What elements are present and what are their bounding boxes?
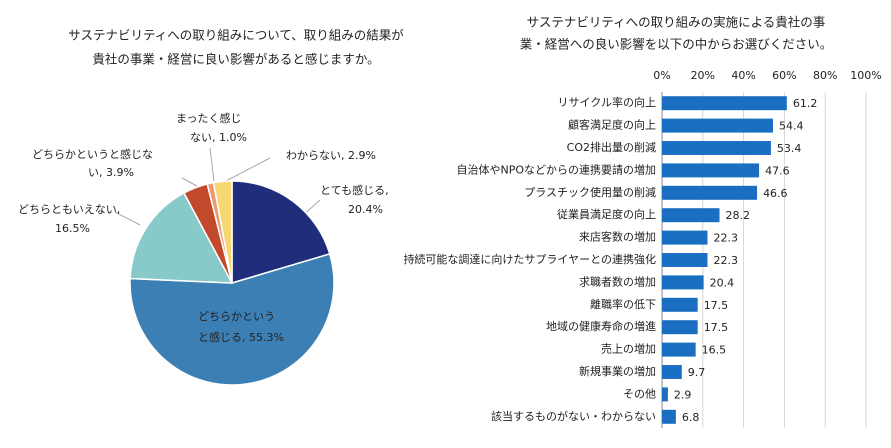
y-tick-label: CO2排出量の削減 — [567, 140, 656, 154]
y-tick-label: 新規事業の増加 — [579, 364, 656, 378]
y-tick-label: リサイクル率の向上 — [558, 95, 656, 109]
y-tick-label: 自治体やNPOなどからの連携要請の増加 — [456, 162, 656, 176]
x-tick-label: 0% — [653, 69, 670, 82]
y-tick-label: 求職者数の増加 — [579, 275, 656, 288]
bar — [662, 365, 682, 379]
y-tick-label: 持続可能な調達に向けたサプライヤーとの連携強化 — [403, 252, 656, 266]
value-label: 61.2 — [793, 97, 818, 110]
pie-slice — [212, 180, 233, 284]
y-tick-label: 該当するものがない・わからない — [491, 409, 656, 423]
y-tick-label: 売上の増加 — [601, 343, 656, 356]
bar — [662, 208, 720, 223]
value-label: 6.8 — [682, 411, 700, 424]
chart-title: サステナビリティへの取り組みについて、取り組みの結果が — [68, 28, 404, 43]
bar — [662, 141, 771, 155]
value-label: 22.3 — [713, 254, 738, 267]
x-tick-label: 20% — [691, 69, 715, 82]
y-tick-label: プラスチック使用量の削減 — [524, 185, 656, 199]
value-label: 9.7 — [688, 366, 706, 379]
slice-label: と感じる, 55.3% — [198, 331, 284, 344]
slice-label: わからない, 2.9% — [286, 149, 376, 162]
value-label: 53.4 — [777, 142, 802, 155]
slice-label: どちらかというと感じな — [32, 148, 153, 161]
y-tick-label: 地域の健康寿命の増進 — [546, 319, 656, 333]
slice-label: ない, 1.0% — [190, 131, 247, 144]
x-tick-label: 100% — [850, 69, 881, 82]
value-label: 17.5 — [704, 321, 729, 334]
bar — [662, 409, 676, 424]
bar — [662, 342, 696, 357]
value-label: 46.6 — [763, 187, 788, 200]
bar — [662, 230, 708, 245]
chart-title: 業・経営への良い影響を以下の中からお選びください。 — [520, 37, 833, 52]
slice-label: 16.5% — [55, 222, 90, 235]
y-tick-label: 来店客数の増加 — [579, 230, 656, 244]
value-label: 47.6 — [765, 164, 790, 177]
y-tick-label: その他 — [623, 387, 656, 400]
slice-label: 20.4% — [348, 203, 383, 216]
slice-label: どちらかという — [198, 310, 275, 323]
bar — [662, 96, 787, 111]
slice-label: とても感じる, — [320, 184, 389, 197]
bar — [662, 253, 708, 267]
bar — [662, 163, 760, 178]
slice-label: まったく感じ — [176, 112, 242, 125]
leader — [114, 211, 141, 226]
bar — [662, 118, 773, 133]
y-tick-label: 顧客満足度の向上 — [568, 118, 656, 132]
chart-title: サステナビリティへの取り組みの実施による貴社の事 — [527, 15, 826, 30]
bar — [662, 297, 698, 312]
leader — [209, 147, 215, 182]
bar — [662, 185, 758, 200]
pie-slice — [129, 252, 335, 386]
pie-slice — [129, 191, 234, 284]
x-tick-label: 40% — [731, 69, 755, 82]
value-label: 20.4 — [710, 276, 735, 289]
x-tick-label: 80% — [813, 69, 837, 82]
value-label: 54.4 — [779, 120, 804, 133]
y-tick-label: 離職率の低下 — [590, 297, 656, 311]
bar — [662, 320, 698, 335]
bar — [662, 387, 668, 402]
value-label: 17.5 — [704, 299, 729, 312]
value-label: 2.9 — [674, 388, 692, 401]
pie-slice — [231, 180, 331, 285]
value-label: 28.2 — [726, 209, 751, 222]
leader-lines — [114, 147, 321, 226]
bar — [662, 275, 704, 290]
value-label: 16.5 — [702, 344, 727, 357]
x-tick-label: 60% — [772, 69, 796, 82]
value-label: 22.3 — [713, 232, 738, 245]
leader — [225, 157, 271, 182]
y-tick-label: 従業員満足度の向上 — [557, 207, 656, 221]
chart-title: 貴社の事業・経営に良い影響があると感じますか。 — [92, 52, 379, 67]
slice-label: い, 3.9% — [88, 166, 134, 179]
leader — [181, 177, 198, 187]
slice-label: どちらともいえない, — [18, 203, 120, 216]
